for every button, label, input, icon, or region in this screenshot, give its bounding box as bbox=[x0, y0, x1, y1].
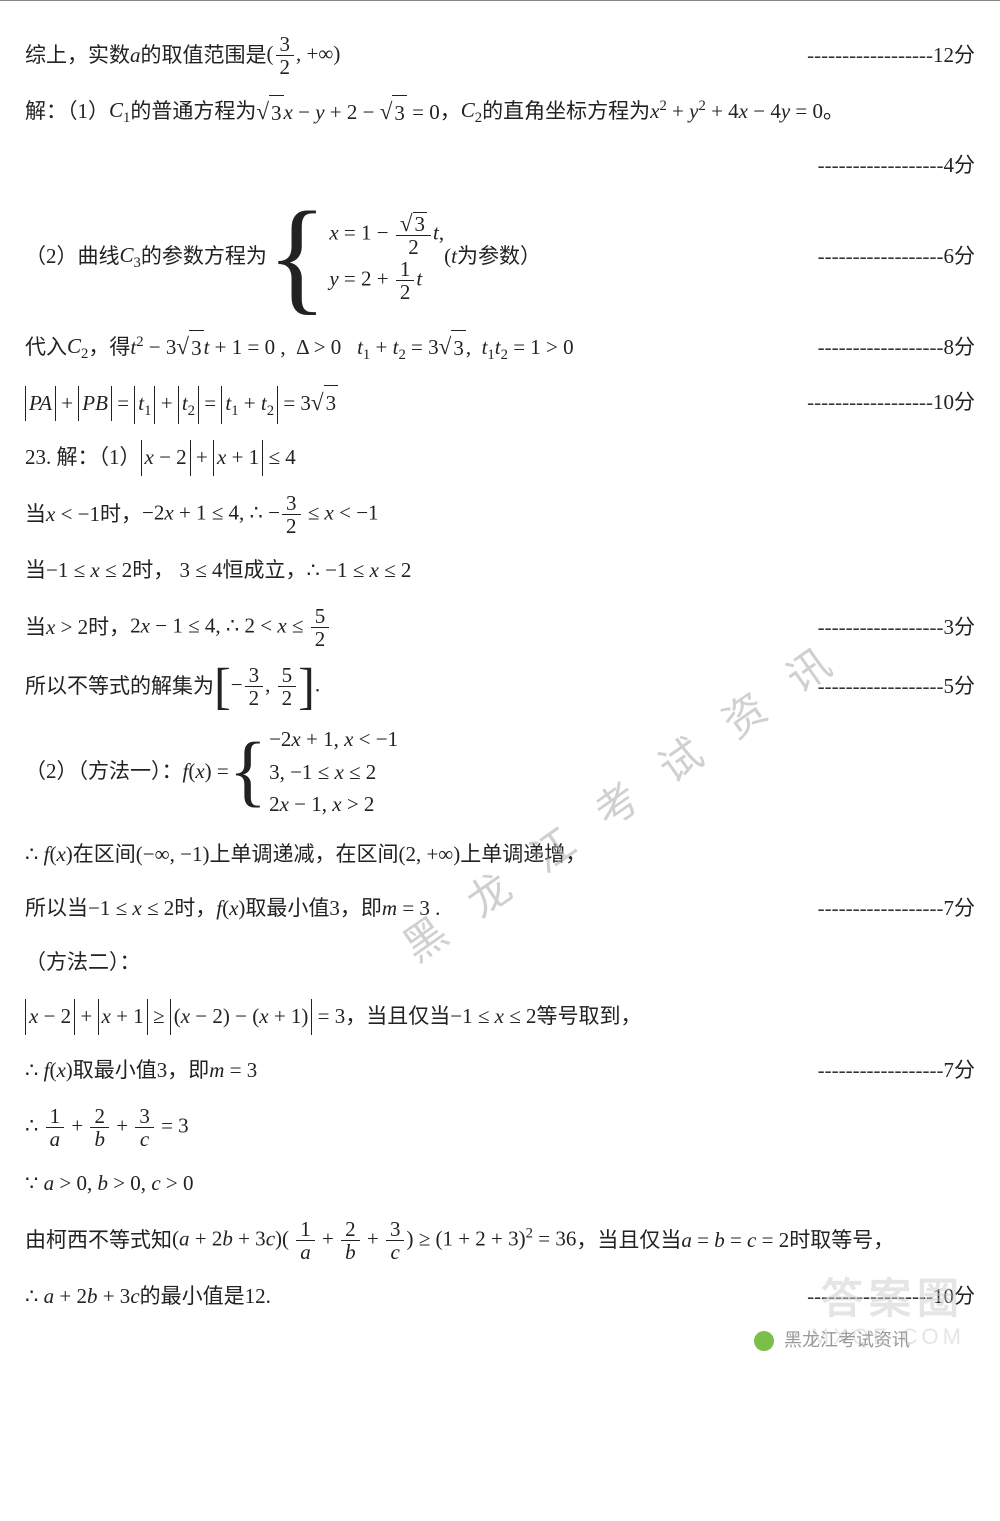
text: 所以当 bbox=[25, 891, 88, 927]
line-min2: ∴ f(x) 取最小值3，即 m = 3 ------------------ … bbox=[25, 1051, 975, 1091]
line-parametric: （2）曲线 C3 的参数方程为 { x = 1 − √32t, y = 2 + … bbox=[25, 200, 975, 313]
text: 代入 bbox=[25, 330, 67, 366]
dash: ------------------ bbox=[818, 330, 944, 366]
text: 的参数方程为 bbox=[141, 239, 267, 275]
line-sol1: 解：（1） C1 的普通方程为 √3x − y + 2 − √3 = 0 ， C… bbox=[25, 92, 975, 132]
text: 时， bbox=[88, 610, 130, 646]
text: ， bbox=[440, 94, 461, 130]
score: 10分 bbox=[933, 385, 975, 421]
line-substitute: 代入 C2 ，得 t2 − 3√3t + 1 = 0 , Δ > 0 t1 + … bbox=[25, 327, 975, 368]
text: 时， bbox=[132, 553, 174, 589]
text: ，当且仅当 bbox=[576, 1223, 681, 1259]
line-sum: ∴ 1a + 2b + 3c = 3 bbox=[25, 1105, 975, 1150]
line-score4: ------------------ 4分 bbox=[25, 146, 975, 186]
score: 4分 bbox=[944, 148, 976, 184]
text: 综上，实数 bbox=[25, 38, 130, 74]
text: 。 bbox=[823, 94, 844, 130]
range: (32, +∞) bbox=[267, 33, 341, 78]
text: （2）（方法一）： bbox=[25, 754, 183, 790]
text: 的普通方程为 bbox=[130, 94, 256, 130]
wechat-icon bbox=[754, 1331, 774, 1351]
line-conclusion: 综上，实数 a 的取值范围是 (32, +∞) ----------------… bbox=[25, 33, 975, 78]
text: 的取值范围是 bbox=[141, 38, 267, 74]
text: 在区间 bbox=[73, 837, 136, 873]
line-solset: 所以不等式的解集为 [−32, 52]. ------------------ … bbox=[25, 664, 975, 709]
text: 的最小值是12. bbox=[140, 1279, 271, 1315]
dash: ------------------ bbox=[818, 148, 944, 184]
text: 时， bbox=[100, 497, 142, 533]
text: ，当且仅当 bbox=[345, 999, 450, 1035]
line-mono: ∴ f(x) 在区间 (−∞, −1) 上单调递减，在区间 (2, +∞) 上单… bbox=[25, 835, 975, 875]
line-case3: 当 x > 2 时， 2x − 1 ≤ 4, ∴ 2 < x ≤ 52 ----… bbox=[25, 605, 975, 650]
text: 的直角坐标方程为 bbox=[482, 94, 650, 130]
dash: ------------------ bbox=[818, 891, 944, 927]
text: 恒成立， bbox=[223, 553, 307, 589]
text: 时取等号， bbox=[789, 1223, 894, 1259]
footer-text: 黑龙江考试资讯 bbox=[784, 1330, 910, 1350]
text: （方法二）： bbox=[25, 945, 141, 981]
dash: ------------------ bbox=[818, 669, 944, 705]
text: 当 bbox=[25, 497, 46, 533]
text: 由柯西不等式知 bbox=[25, 1223, 172, 1259]
text: 上单调递增， bbox=[460, 837, 586, 873]
text: 23. 解：（1） bbox=[25, 440, 141, 476]
dash: ------------------ bbox=[818, 1053, 944, 1089]
text: 取最小值3，即 bbox=[73, 1053, 210, 1089]
text: 当 bbox=[25, 553, 46, 589]
line-23: 23. 解：（1） x − 2 + x + 1 ≤ 4 bbox=[25, 438, 975, 478]
dash: ------------------ bbox=[818, 610, 944, 646]
line-m2ineq: x − 2 + x + 1 ≥ (x − 2) − (x + 1) = 3 ，当… bbox=[25, 997, 975, 1037]
page: 黑龙江考试资讯 综上，实数 a 的取值范围是 (32, +∞) --------… bbox=[0, 0, 1000, 1361]
line-case1: 当 x < −1 时， −2x + 1 ≤ 4, ∴ −32 ≤ x < −1 bbox=[25, 492, 975, 537]
line-papb: PA + PB = t1 + t2 = t1 + t2 = 3√3 ------… bbox=[25, 383, 975, 424]
dash: ------------------ bbox=[807, 385, 933, 421]
score: 3分 bbox=[944, 610, 976, 646]
dash: ------------------ bbox=[818, 239, 944, 275]
text: 上单调递减，在区间 bbox=[209, 837, 398, 873]
line-case2: 当 −1 ≤ x ≤ 2 时， 3 ≤ 4 恒成立， ∴ −1 ≤ x ≤ 2 bbox=[25, 551, 975, 591]
line-cauchy: 由柯西不等式知 (a + 2b + 3c)( 1a + 2b + 3c) ≥ (… bbox=[25, 1218, 975, 1263]
score: 5分 bbox=[944, 669, 976, 705]
line-method1: （2）（方法一）： f(x) = { −2x + 1, x < −1 3, −1… bbox=[25, 723, 975, 821]
text: 当 bbox=[25, 610, 46, 646]
score: 12分 bbox=[933, 38, 975, 74]
text: 所以不等式的解集为 bbox=[25, 669, 214, 705]
text: 等号取到， bbox=[536, 999, 641, 1035]
text: ，得 bbox=[88, 330, 130, 366]
score: 8分 bbox=[944, 330, 976, 366]
text: 为参数） bbox=[457, 239, 541, 275]
footer: 黑龙江考试资讯 bbox=[754, 1325, 911, 1356]
text: 取最小值3，即 bbox=[245, 891, 382, 927]
score: 7分 bbox=[944, 891, 976, 927]
dash: ------------------ bbox=[807, 38, 933, 74]
line-pos: ∵ a > 0, b > 0, c > 0 bbox=[25, 1164, 975, 1204]
text: （2）曲线 bbox=[25, 239, 120, 275]
line-min1: 所以当 −1 ≤ x ≤ 2 时， f(x) 取最小值3，即 m = 3 . -… bbox=[25, 889, 975, 929]
line-method2: （方法二）： bbox=[25, 943, 975, 983]
text: 时， bbox=[174, 891, 216, 927]
score: 6分 bbox=[944, 239, 976, 275]
score: 7分 bbox=[944, 1053, 976, 1089]
text: 解：（1） bbox=[25, 94, 109, 130]
